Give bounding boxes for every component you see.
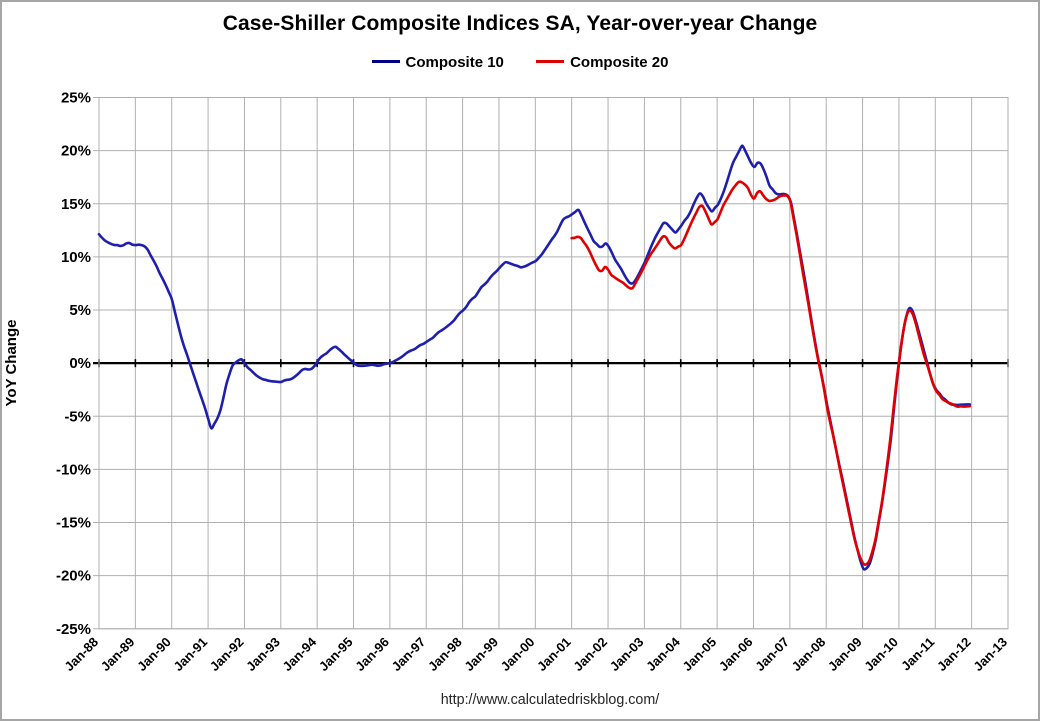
svg-text:Jan-08: Jan-08 — [789, 634, 829, 674]
svg-text:Jan-01: Jan-01 — [534, 634, 574, 674]
svg-text:Jan-00: Jan-00 — [498, 634, 538, 674]
svg-text:-10%: -10% — [56, 461, 91, 478]
svg-text:Jan-12: Jan-12 — [934, 634, 974, 674]
svg-text:Jan-13: Jan-13 — [970, 634, 1010, 674]
svg-text:Jan-88: Jan-88 — [61, 634, 101, 674]
svg-text:Jan-99: Jan-99 — [461, 634, 501, 674]
svg-text:-5%: -5% — [64, 408, 91, 425]
svg-text:Jan-09: Jan-09 — [825, 634, 865, 674]
svg-text:-15%: -15% — [56, 515, 91, 532]
svg-text:Jan-90: Jan-90 — [134, 634, 174, 674]
svg-text:Jan-93: Jan-93 — [243, 634, 283, 674]
svg-text:5%: 5% — [69, 302, 91, 319]
svg-text:Jan-02: Jan-02 — [570, 634, 610, 674]
svg-text:Jan-95: Jan-95 — [316, 634, 356, 674]
svg-text:Jan-06: Jan-06 — [716, 634, 756, 674]
svg-text:-25%: -25% — [56, 621, 91, 638]
svg-text:Jan-07: Jan-07 — [752, 634, 792, 674]
svg-text:Jan-98: Jan-98 — [425, 634, 465, 674]
svg-text:20%: 20% — [61, 143, 91, 160]
svg-text:Jan-05: Jan-05 — [679, 634, 719, 674]
svg-text:Jan-96: Jan-96 — [352, 634, 392, 674]
svg-text:Jan-89: Jan-89 — [98, 634, 138, 674]
svg-text:Jan-04: Jan-04 — [643, 634, 683, 674]
svg-text:10%: 10% — [61, 249, 91, 266]
svg-text:Jan-94: Jan-94 — [280, 634, 320, 674]
svg-text:25%: 25% — [61, 90, 91, 107]
svg-text:-20%: -20% — [56, 568, 91, 585]
svg-text:Jan-10: Jan-10 — [861, 634, 901, 674]
svg-text:15%: 15% — [61, 196, 91, 213]
svg-text:Jan-03: Jan-03 — [607, 634, 647, 674]
svg-text:Jan-11: Jan-11 — [898, 634, 937, 673]
svg-text:0%: 0% — [69, 355, 91, 372]
svg-text:Jan-91: Jan-91 — [170, 634, 210, 674]
svg-text:Jan-92: Jan-92 — [207, 634, 247, 674]
svg-text:Jan-97: Jan-97 — [389, 634, 429, 674]
